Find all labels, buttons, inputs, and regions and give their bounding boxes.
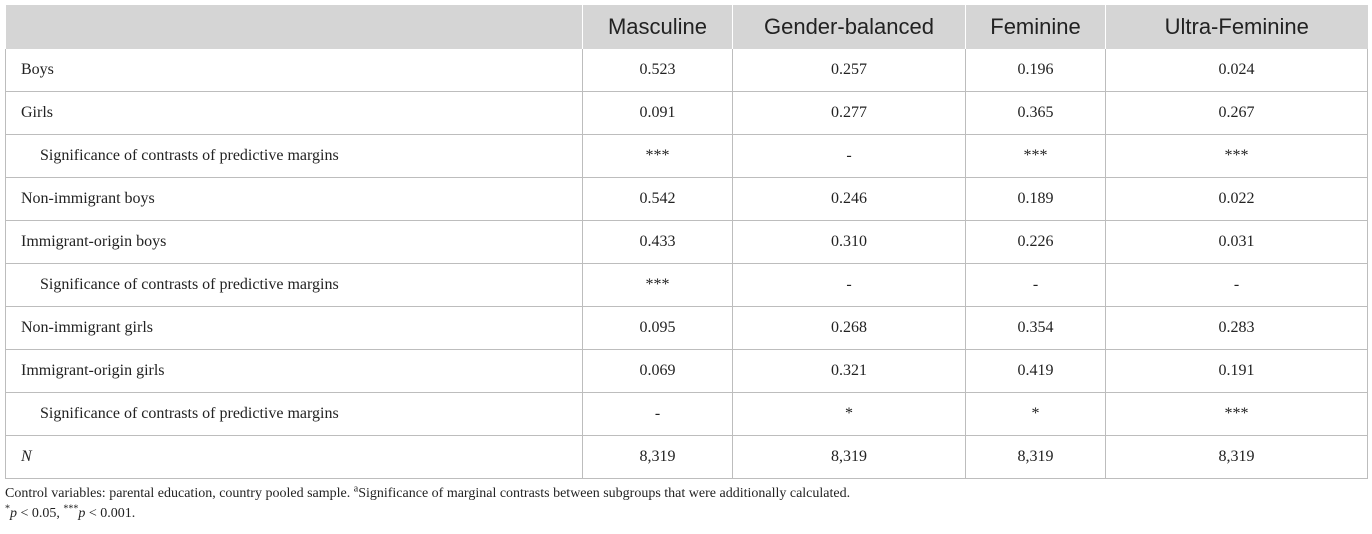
footnote-text: Control variables: parental education, c…	[5, 486, 354, 501]
cell-feminine: 0.189	[965, 177, 1106, 221]
cell-ultra-feminine: 8,319	[1105, 435, 1368, 479]
header-cell-gender-balanced: Gender-balanced	[732, 5, 966, 49]
table-row-significance: Significance of contrasts of predictive …	[5, 134, 1368, 178]
footnote-text: Significance of marginal contrasts betwe…	[358, 486, 851, 501]
row-label: Non-immigrant girls	[5, 306, 583, 350]
row-label: Significance of contrasts of predictive …	[5, 392, 583, 436]
cell-ultra-feminine: 0.267	[1105, 91, 1368, 135]
cell-ultra-feminine: 0.022	[1105, 177, 1368, 221]
cell-feminine: 0.419	[965, 349, 1106, 393]
footnote-p-symbol: p	[78, 506, 86, 521]
header-row: Masculine Gender-balanced Feminine Ultra…	[5, 5, 1368, 49]
row-label: Non-immigrant boys	[5, 177, 583, 221]
table-row: Boys 0.523 0.257 0.196 0.024	[5, 49, 1368, 92]
header-cell-masculine: Masculine	[582, 5, 733, 49]
header-cell-ultra-feminine: Ultra-Feminine	[1105, 5, 1368, 49]
table-row-significance: Significance of contrasts of predictive …	[5, 392, 1368, 436]
cell-masculine: 0.069	[582, 349, 733, 393]
cell-masculine: 0.542	[582, 177, 733, 221]
cell-gender-balanced: 0.246	[732, 177, 966, 221]
table-body: Boys 0.523 0.257 0.196 0.024 Girls 0.091…	[5, 49, 1368, 479]
cell-masculine: -	[582, 392, 733, 436]
cell-gender-balanced: 8,319	[732, 435, 966, 479]
row-label: Boys	[5, 49, 583, 92]
row-label: Immigrant-origin boys	[5, 220, 583, 264]
table-row-sample-size: N 8,319 8,319 8,319 8,319	[5, 435, 1368, 479]
cell-masculine: 0.433	[582, 220, 733, 264]
row-label: Immigrant-origin girls	[5, 349, 583, 393]
footnote-marker: *	[5, 503, 10, 515]
cell-gender-balanced: 0.268	[732, 306, 966, 350]
table-row: Immigrant-origin boys 0.433 0.310 0.226 …	[5, 220, 1368, 264]
footnote-text: < 0.05,	[17, 506, 64, 521]
cell-masculine: 0.095	[582, 306, 733, 350]
row-label: Girls	[5, 91, 583, 135]
cell-ultra-feminine: -	[1105, 263, 1368, 307]
table-footnotes: Control variables: parental education, c…	[5, 484, 850, 524]
cell-ultra-feminine: 0.191	[1105, 349, 1368, 393]
cell-feminine: 0.354	[965, 306, 1106, 350]
footnote-significance-levels: *p < 0.05, ***p < 0.001.	[5, 504, 850, 524]
row-label: Significance of contrasts of predictive …	[5, 134, 583, 178]
cell-feminine: -	[965, 263, 1106, 307]
row-label: N	[5, 435, 583, 479]
table-row-significance: Significance of contrasts of predictive …	[5, 263, 1368, 307]
table-header: Masculine Gender-balanced Feminine Ultra…	[5, 5, 1368, 49]
footnote-text: < 0.001.	[85, 506, 136, 521]
cell-feminine: ***	[965, 134, 1106, 178]
footnote-control-variables: Control variables: parental education, c…	[5, 484, 850, 504]
cell-ultra-feminine: ***	[1105, 134, 1368, 178]
cell-gender-balanced: -	[732, 263, 966, 307]
cell-ultra-feminine: 0.024	[1105, 49, 1368, 92]
results-table-container: Masculine Gender-balanced Feminine Ultra…	[5, 5, 1368, 479]
row-label: Significance of contrasts of predictive …	[5, 263, 583, 307]
cell-gender-balanced: -	[732, 134, 966, 178]
cell-feminine: 8,319	[965, 435, 1106, 479]
predictive-margins-table: Masculine Gender-balanced Feminine Ultra…	[5, 5, 1368, 479]
cell-gender-balanced: 0.257	[732, 49, 966, 92]
cell-gender-balanced: 0.277	[732, 91, 966, 135]
cell-feminine: 0.196	[965, 49, 1106, 92]
cell-gender-balanced: 0.321	[732, 349, 966, 393]
cell-ultra-feminine: ***	[1105, 392, 1368, 436]
table-row: Immigrant-origin girls 0.069 0.321 0.419…	[5, 349, 1368, 393]
cell-masculine: ***	[582, 263, 733, 307]
cell-masculine: 8,319	[582, 435, 733, 479]
footnote-marker: ***	[63, 503, 79, 515]
header-cell-feminine: Feminine	[965, 5, 1106, 49]
cell-ultra-feminine: 0.031	[1105, 220, 1368, 264]
table-row: Girls 0.091 0.277 0.365 0.267	[5, 91, 1368, 135]
cell-masculine: 0.523	[582, 49, 733, 92]
cell-feminine: 0.365	[965, 91, 1106, 135]
header-cell-row-label	[5, 5, 583, 49]
footnote-p-symbol: p	[10, 506, 17, 521]
cell-feminine: 0.226	[965, 220, 1106, 264]
cell-masculine: ***	[582, 134, 733, 178]
footnote-marker: a	[353, 483, 359, 495]
cell-gender-balanced: 0.310	[732, 220, 966, 264]
cell-gender-balanced: *	[732, 392, 966, 436]
cell-ultra-feminine: 0.283	[1105, 306, 1368, 350]
cell-feminine: *	[965, 392, 1106, 436]
table-row: Non-immigrant girls 0.095 0.268 0.354 0.…	[5, 306, 1368, 350]
table-row: Non-immigrant boys 0.542 0.246 0.189 0.0…	[5, 177, 1368, 221]
cell-masculine: 0.091	[582, 91, 733, 135]
